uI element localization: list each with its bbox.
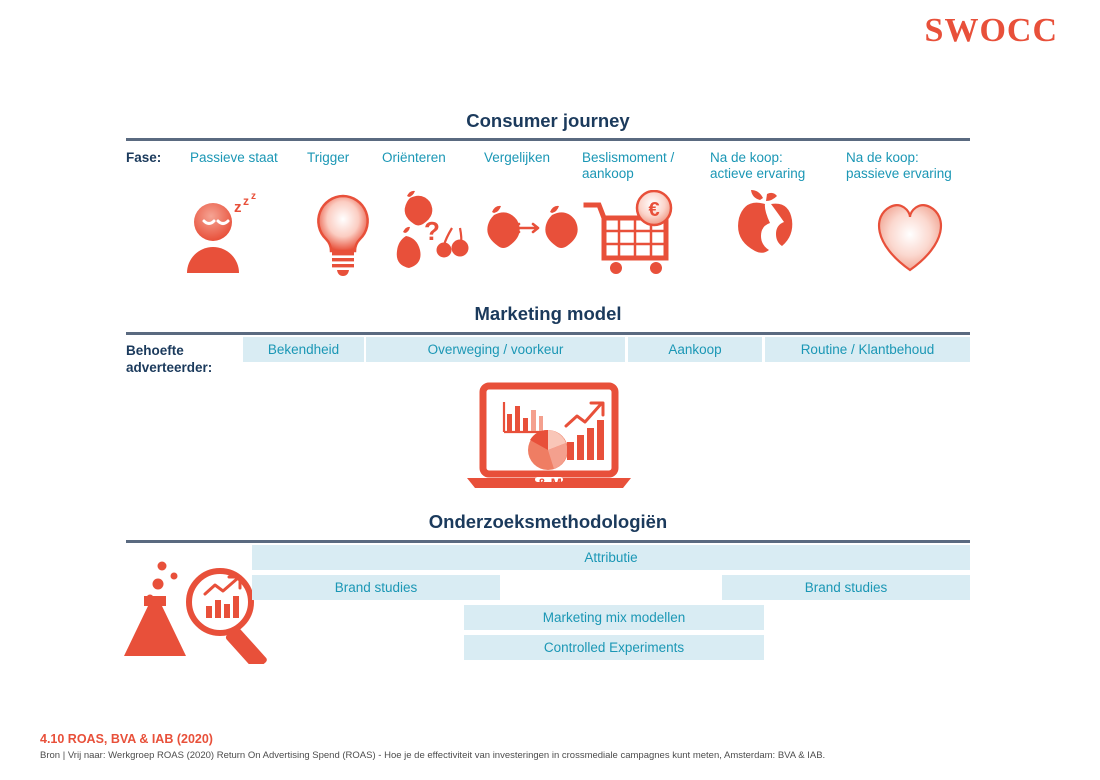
research-bar-2: Brand studies bbox=[722, 575, 970, 600]
phase-label-6: Na de koop: passieve ervaring bbox=[846, 150, 952, 181]
behoefte-row-label: Behoefte adverteerder: bbox=[126, 343, 213, 375]
kpi-metrics-caption: KPI's & Metrics bbox=[500, 476, 598, 491]
footer-source: Bron | Vrij naar: Werkgroep ROAS (2020) … bbox=[40, 750, 826, 761]
research-bar-1: Brand studies bbox=[252, 575, 500, 600]
consumer-journey-divider bbox=[126, 138, 970, 141]
svg-text:€: € bbox=[648, 199, 659, 221]
phase-label-1: Trigger bbox=[307, 150, 350, 165]
shopping-cart-euro-icon: € bbox=[578, 190, 688, 285]
marketing-model-divider bbox=[126, 332, 970, 335]
footer-title: 4.10 ROAS, BVA & IAB (2020) bbox=[40, 732, 213, 746]
research-bar-0: Attributie bbox=[252, 545, 970, 570]
svg-text:z: z bbox=[243, 194, 249, 208]
sleeping-person-icon: z z z bbox=[168, 190, 278, 285]
marketing-bar-1: Overweging / voorkeur bbox=[366, 337, 625, 362]
fase-row-label: Fase: bbox=[126, 150, 162, 165]
bitten-apple-icon bbox=[715, 190, 825, 285]
phase-label-5: Na de koop: actieve ervaring bbox=[710, 150, 806, 181]
svg-text:z: z bbox=[234, 199, 242, 216]
heart-icon bbox=[855, 190, 965, 285]
lab-flask-magnifier-icon bbox=[122, 552, 322, 671]
research-methods-title: Onderzoeksmethodologiën bbox=[428, 511, 668, 532]
consumer-journey-icons: z z z ? bbox=[0, 190, 1100, 285]
fruit-question-icon: ? bbox=[375, 190, 485, 285]
phase-label-0: Passieve staat bbox=[190, 150, 278, 165]
consumer-journey-title: Consumer journey bbox=[466, 110, 630, 131]
swocc-logo: SWOCC bbox=[924, 12, 1058, 49]
phase-label-2: Oriënteren bbox=[382, 150, 446, 165]
research-bar-3: Marketing mix modellen bbox=[464, 605, 764, 630]
svg-text:z: z bbox=[251, 191, 256, 202]
lightbulb-icon bbox=[288, 190, 398, 285]
marketing-bar-2: Aankoop bbox=[628, 337, 762, 362]
research-bar-4: Controlled Experiments bbox=[464, 635, 764, 660]
svg-text:?: ? bbox=[424, 216, 440, 246]
marketing-bar-3: Routine / Klantbehoud bbox=[765, 337, 970, 362]
phase-label-3: Vergelijken bbox=[484, 150, 551, 165]
research-methods-divider bbox=[126, 540, 970, 543]
two-apples-compare-icon bbox=[472, 190, 582, 285]
marketing-bar-0: Bekendheid bbox=[243, 337, 364, 362]
marketing-model-title: Marketing model bbox=[474, 303, 622, 324]
laptop-analytics-icon bbox=[449, 382, 649, 494]
phase-label-4: Beslismoment / aankoop bbox=[582, 150, 675, 181]
